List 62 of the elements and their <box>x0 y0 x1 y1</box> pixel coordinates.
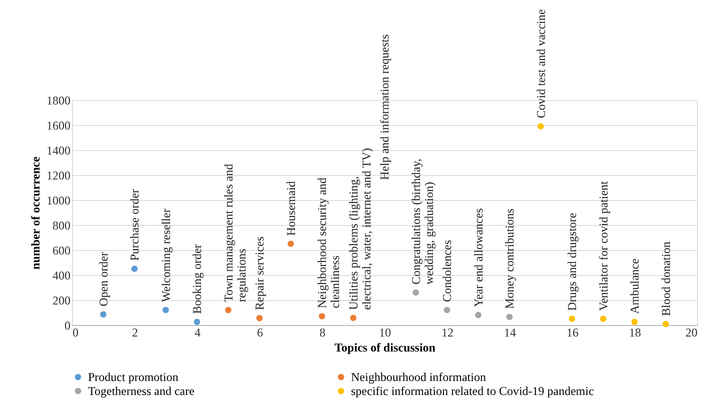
point <box>194 318 200 326</box>
annotation: Booking order <box>190 244 204 314</box>
legend-label: Togetherness and care <box>88 384 194 398</box>
point <box>225 306 232 314</box>
point <box>568 316 576 322</box>
x-tick-label: 20 <box>686 326 698 340</box>
annotation: Neighborhood security and cleanliness <box>315 178 342 308</box>
point <box>475 312 482 318</box>
y-tick-label: 1400 <box>46 144 70 158</box>
annotation: Ventilator for covid patient <box>596 180 610 311</box>
x-tick-label: 18 <box>629 326 641 340</box>
legend-label: Product promotion <box>88 370 178 384</box>
annotation: Ambulance <box>628 258 642 314</box>
y-tick-label: 600 <box>52 244 70 258</box>
legend-label: Neighbourhood information <box>351 370 486 384</box>
x-tick-label: 12 <box>442 326 454 340</box>
x-tick-label: 8 <box>320 326 326 340</box>
x-tick-label: 6 <box>257 326 263 340</box>
point <box>350 314 356 322</box>
y-tick-label: 1800 <box>46 94 70 108</box>
annotation: Blood donation <box>658 242 673 316</box>
annotation: Welcoming reseller <box>158 208 173 302</box>
annotation: Congratulations (birthday, wedding, graduation) <box>408 158 436 284</box>
y-axis-title: number of occurrence <box>28 156 42 270</box>
annotation: Covid test and vaccine <box>534 9 548 118</box>
annotation: Help and information requests <box>378 34 392 180</box>
y-tick-label: 800 <box>52 218 70 232</box>
x-tick-label: 14 <box>504 326 516 340</box>
legend-label: specific information related to Covid-19 pandemic <box>351 384 594 398</box>
y-tick-label: 400 <box>52 268 70 282</box>
annotation: Year end allowances <box>471 208 486 307</box>
x-tick-label: 10 <box>379 326 391 340</box>
x-tick-label: 2 <box>132 326 138 340</box>
annotation: Condolences <box>440 240 454 302</box>
annotation: Money contributions <box>502 208 516 309</box>
annotation: Repair services <box>252 236 266 310</box>
point <box>662 320 669 328</box>
x-tick-label: 4 <box>194 326 200 340</box>
point <box>318 313 326 320</box>
annotation: Open order <box>96 252 110 306</box>
annotation: Housemaid <box>284 181 298 236</box>
annotation: Drugs and drugstore <box>565 212 579 311</box>
point <box>506 314 513 320</box>
point <box>256 314 263 322</box>
point <box>538 123 544 130</box>
y-tick-label: 200 <box>52 294 70 308</box>
y-tick-label: 1600 <box>46 118 70 132</box>
point <box>131 266 138 272</box>
point <box>288 240 294 247</box>
point <box>162 306 169 314</box>
y-tick-label: 1200 <box>46 168 70 182</box>
annotation: Utilities problems (lighting, electrical, water, internet and TV) <box>346 148 374 310</box>
x-axis-title: Topics of discussion <box>334 340 436 354</box>
point <box>631 318 638 326</box>
point <box>444 306 450 314</box>
x-tick-label: 16 <box>566 326 578 340</box>
annotation: Town management rules and regulations <box>221 164 248 302</box>
annotation: Purchase order <box>128 189 142 261</box>
point <box>412 289 419 296</box>
y-tick-label: 1000 <box>46 194 70 208</box>
point <box>100 311 106 318</box>
point <box>600 316 606 322</box>
